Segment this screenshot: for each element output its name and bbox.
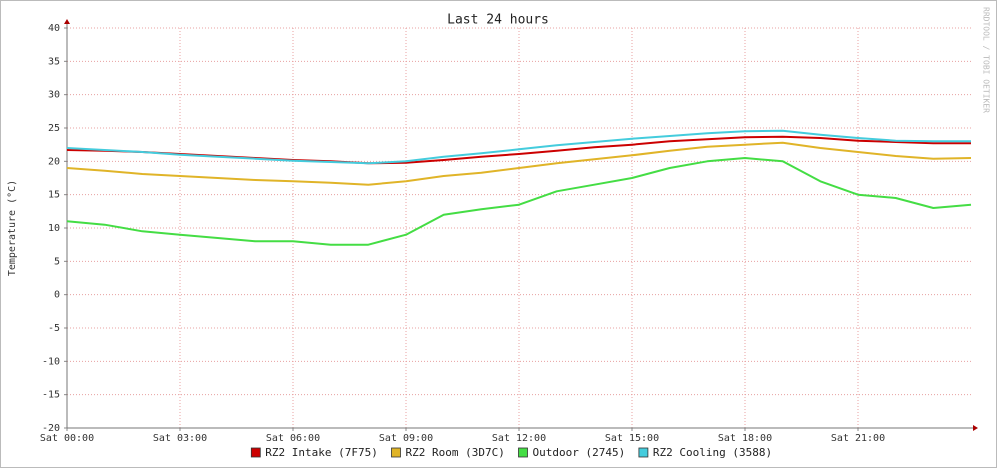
y-tick-label: -15 [42, 390, 60, 401]
y-axis-label: Temperature (°C) [7, 180, 18, 276]
legend-swatch [638, 447, 649, 458]
x-tick-label: Sat 06:00 [266, 433, 320, 444]
side-label: RRDTOOL / TOBI OETIKER [982, 7, 991, 113]
series-line [66, 129, 971, 165]
x-tick-label: Sat 18:00 [718, 433, 772, 444]
legend-label: RZ2 Intake (7F75) [265, 446, 378, 459]
y-tick-label: 30 [48, 90, 60, 101]
y-tick-label: 35 [48, 56, 60, 67]
y-tick-label: 5 [54, 256, 60, 267]
x-tick-label: Sat 21:00 [831, 433, 885, 444]
legend-label: Outdoor (2745) [533, 446, 626, 459]
y-tick-label: 40 [48, 23, 60, 34]
y-tick-label: 10 [48, 223, 60, 234]
x-tick-label: Sat 09:00 [379, 433, 433, 444]
legend-swatch [250, 447, 261, 458]
x-tick-label: Sat 00:00 [40, 433, 94, 444]
chart-title: Last 24 hours [447, 13, 549, 28]
legend-swatch [518, 447, 528, 458]
y-tick-label: 20 [48, 156, 60, 167]
legend-swatch [391, 447, 401, 458]
y-tick-label: -10 [42, 356, 60, 367]
y-tick-label: 15 [48, 190, 60, 201]
x-tick-label: Sat 12:00 [492, 433, 546, 444]
legend-label: RZ2 Room (3D7C) [406, 446, 505, 459]
y-tick-label: -5 [48, 323, 60, 334]
series-line [66, 157, 972, 246]
x-tick-label: Sat 15:00 [605, 433, 659, 444]
series-line [66, 141, 972, 186]
y-axis-arrow [64, 19, 70, 24]
y-tick-label: 25 [48, 123, 60, 134]
x-axis-arrow [973, 425, 978, 431]
x-tick-label: Sat 03:00 [153, 433, 207, 444]
y-tick-label: 0 [54, 290, 60, 301]
legend-label: RZ2 Cooling (3588) [653, 446, 772, 459]
y-tick-label: -20 [42, 423, 60, 434]
